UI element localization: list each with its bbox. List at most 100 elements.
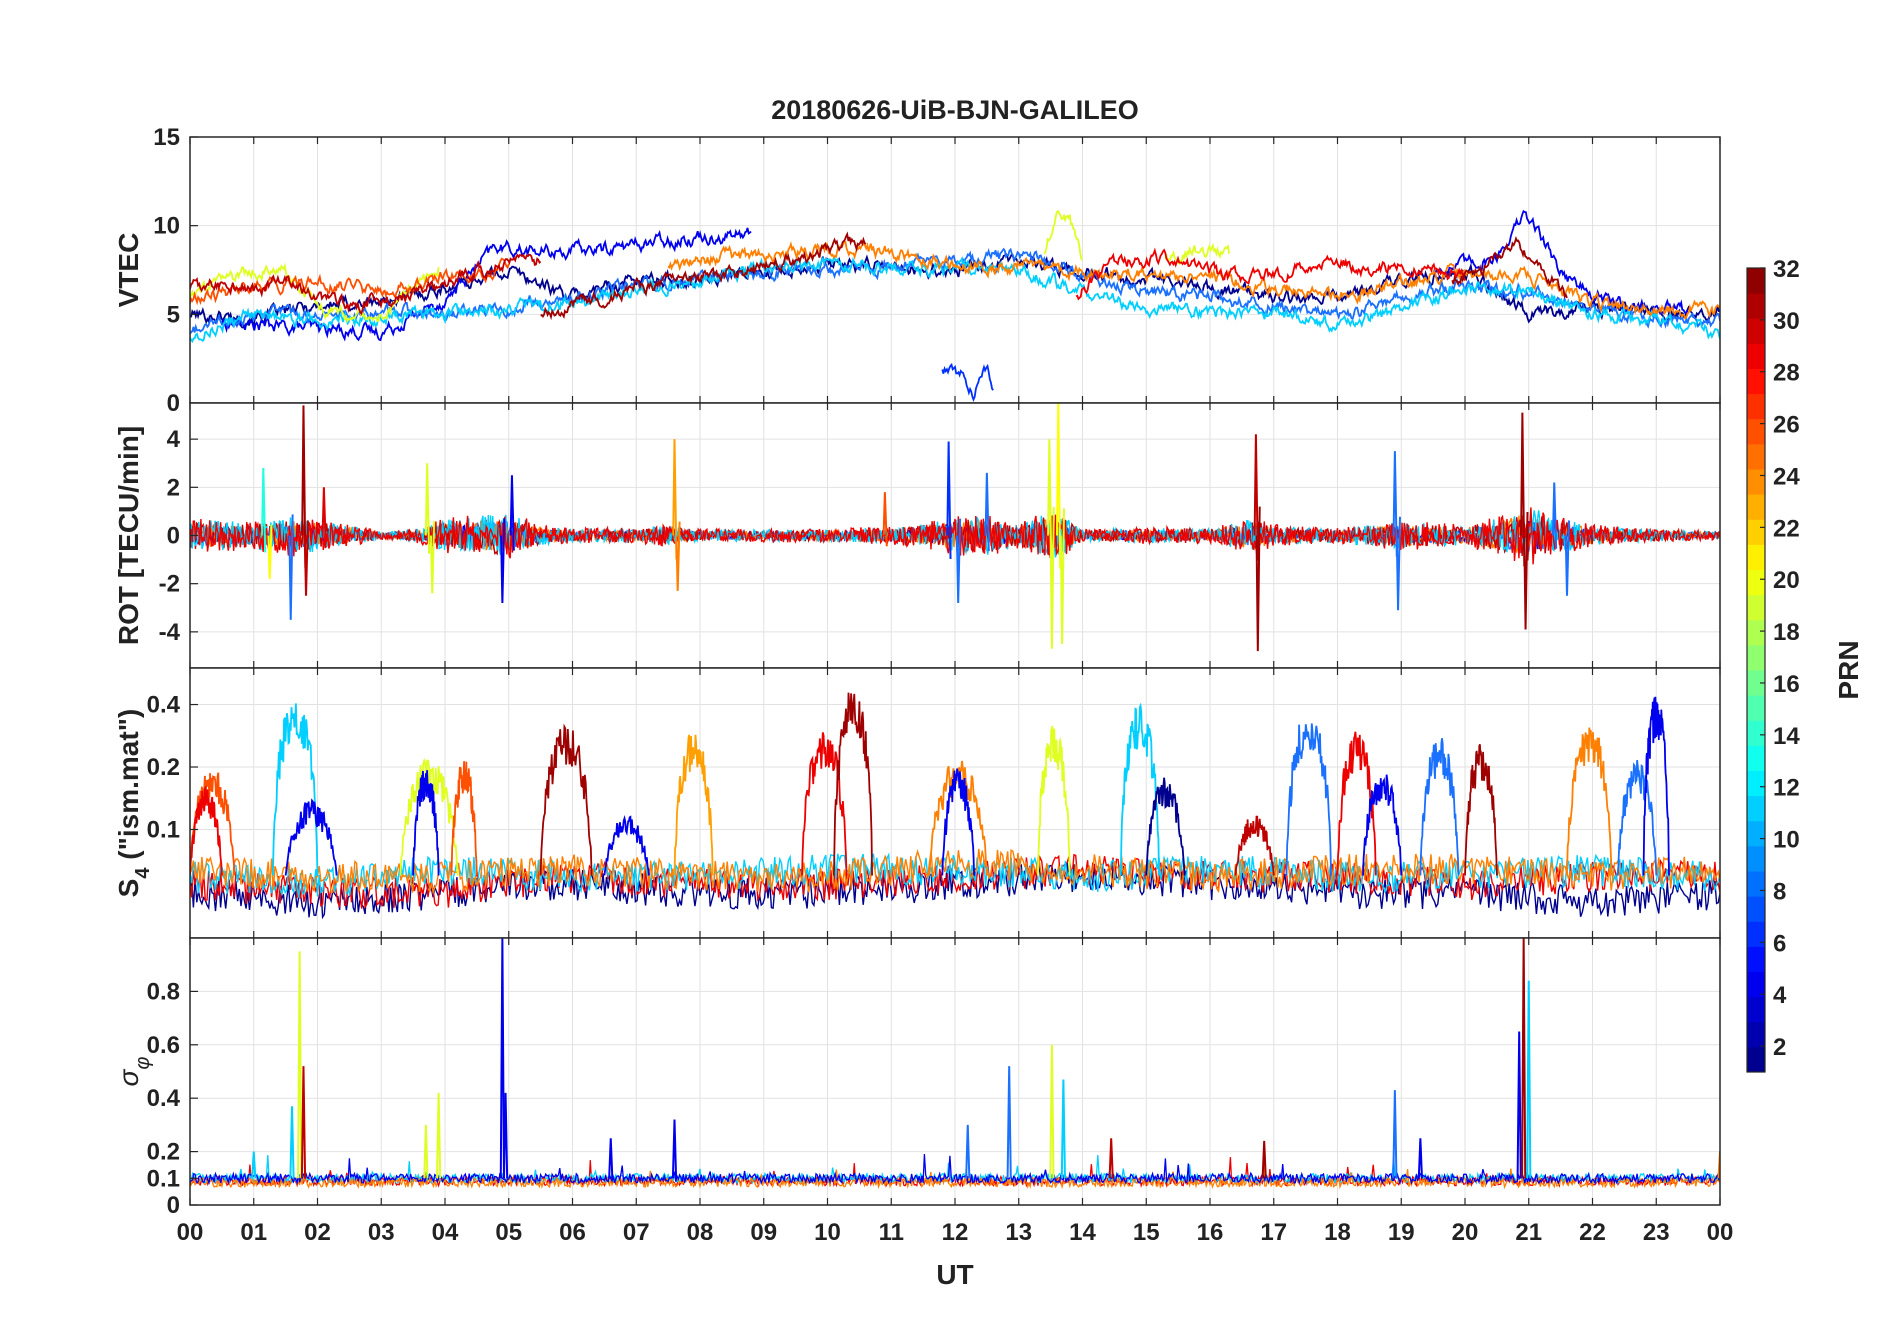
sigma-spike <box>436 1092 442 1179</box>
x-tick-label: 21 <box>1515 1219 1542 1246</box>
x-tick-label: 15 <box>1133 1219 1160 1246</box>
colorbar-tick-label: 2 <box>1773 1034 1786 1061</box>
colorbar-segment <box>1747 845 1765 872</box>
sigma-spike <box>502 1092 509 1179</box>
sigma-spike <box>1526 980 1532 1179</box>
s4-burst-line <box>833 692 873 876</box>
y-tick-label: 0.4 <box>147 692 181 719</box>
x-tick-label: 04 <box>432 1219 459 1246</box>
colorbar-segment <box>1747 318 1765 344</box>
colorbar-segment <box>1747 644 1765 671</box>
s4-baseline-line <box>190 853 1720 910</box>
x-ticks <box>189 668 1721 938</box>
y-axis-label-sub: φ <box>132 1057 154 1070</box>
data-layer <box>190 403 1720 652</box>
rot-spike <box>882 492 888 547</box>
colorbar-segment <box>1747 1046 1765 1073</box>
s4-burst-line <box>1234 815 1275 876</box>
s4-burst-line <box>603 814 650 876</box>
y-tick-label: 0.1 <box>147 1165 180 1192</box>
colorbar-segment <box>1747 418 1765 445</box>
x-ticks <box>189 403 1721 668</box>
vtec-series-line <box>667 240 1720 320</box>
y-axis-label: S4 ("ism.mat") <box>113 709 154 898</box>
rot-series-line <box>190 507 1720 565</box>
colorbar-frame <box>1746 267 1766 1073</box>
x-tick-label: 09 <box>750 1219 777 1246</box>
sigma-spike <box>1049 1044 1055 1179</box>
y-tick-label: 0.1 <box>147 816 180 843</box>
sigma-baseline-line <box>190 1153 1720 1186</box>
rot-spike <box>1255 506 1261 652</box>
colorbar-segment <box>1747 795 1765 822</box>
y-tick-label: 0.2 <box>147 754 180 781</box>
colorbar-segment <box>1747 820 1765 847</box>
sigma-spike <box>289 1106 295 1179</box>
rot-spike <box>301 405 307 569</box>
colorbar-segment <box>1747 293 1765 319</box>
colorbar-tick-label: 16 <box>1773 671 1800 698</box>
colorbar-segment <box>1747 343 1765 369</box>
s4-burst-line <box>190 784 223 876</box>
colorbar-tick-label: 24 <box>1773 463 1800 490</box>
panel-vtec: 0 5 10 15 VTEC <box>113 124 1721 417</box>
rot-spike <box>672 439 678 560</box>
panel-s4: 0.1 0.2 0.4S4 ("ism.mat") <box>113 667 1721 939</box>
y-tick-label: 0 <box>167 523 180 550</box>
colorbar-segment <box>1747 494 1765 520</box>
colorbar-tick-label: 6 <box>1773 930 1786 957</box>
x-tick-label: 16 <box>1197 1219 1224 1246</box>
s4-burst-line <box>1336 731 1377 876</box>
vtec-series-line <box>190 253 542 316</box>
y-axis-label: VTEC <box>113 233 144 308</box>
rot-spike <box>955 518 962 603</box>
sigma-spike <box>1261 1140 1267 1179</box>
colorbar-segment <box>1747 619 1765 646</box>
s4-burst-line <box>673 734 714 876</box>
x-tick-label: 12 <box>942 1219 969 1246</box>
s4-burst-line <box>941 768 975 876</box>
sigma-spike <box>608 1138 614 1179</box>
rot-spike <box>429 521 436 594</box>
rot-spike <box>1551 482 1558 549</box>
colorbar-segment <box>1747 695 1765 721</box>
x-tick-label: 19 <box>1388 1219 1415 1246</box>
rot-spike <box>1520 412 1526 567</box>
y-axis-label-main: S <box>113 879 144 898</box>
colorbar-tick-label: 10 <box>1773 827 1800 854</box>
colorbar-segment <box>1747 469 1765 495</box>
vtec-series-line <box>941 363 994 403</box>
colorbar-segment <box>1747 544 1765 570</box>
sigma-spike <box>423 1124 429 1179</box>
y-tick-label: 5 <box>167 301 180 328</box>
colorbar-segment <box>1747 996 1765 1023</box>
y-tick-label: 0.2 <box>147 1139 180 1166</box>
x-tick-label: 11 <box>879 1219 904 1246</box>
colorbar-tick-label: 30 <box>1773 308 1800 335</box>
rot-spike <box>424 463 431 554</box>
s4-burst-line <box>1285 723 1332 876</box>
colorbar-tick-label: 18 <box>1773 619 1800 646</box>
y-axis-label: σφ <box>113 1057 154 1087</box>
y-tick-label: 15 <box>153 124 180 151</box>
x-tick-label: 03 <box>368 1219 395 1246</box>
s4-burst-line <box>1566 727 1613 876</box>
x-tick-label: 07 <box>623 1219 650 1246</box>
y-axis-label-sub: 4 <box>132 867 154 879</box>
colorbar-segment <box>1747 594 1765 621</box>
x-tick-label: 18 <box>1324 1219 1351 1246</box>
sigma-spike <box>1392 1090 1398 1179</box>
s4-burst-line <box>1145 777 1186 876</box>
x-tick-label: 22 <box>1579 1219 1606 1246</box>
x-ticks <box>189 137 1721 403</box>
colorbar-tick-label: 32 <box>1773 256 1800 283</box>
rot-spike <box>303 520 309 596</box>
rot-spike <box>509 475 515 551</box>
rot-spike <box>261 468 267 553</box>
sigma-spike <box>297 951 303 1179</box>
colorbar-tick-label: 12 <box>1773 775 1800 802</box>
rot-spike <box>1564 520 1570 596</box>
